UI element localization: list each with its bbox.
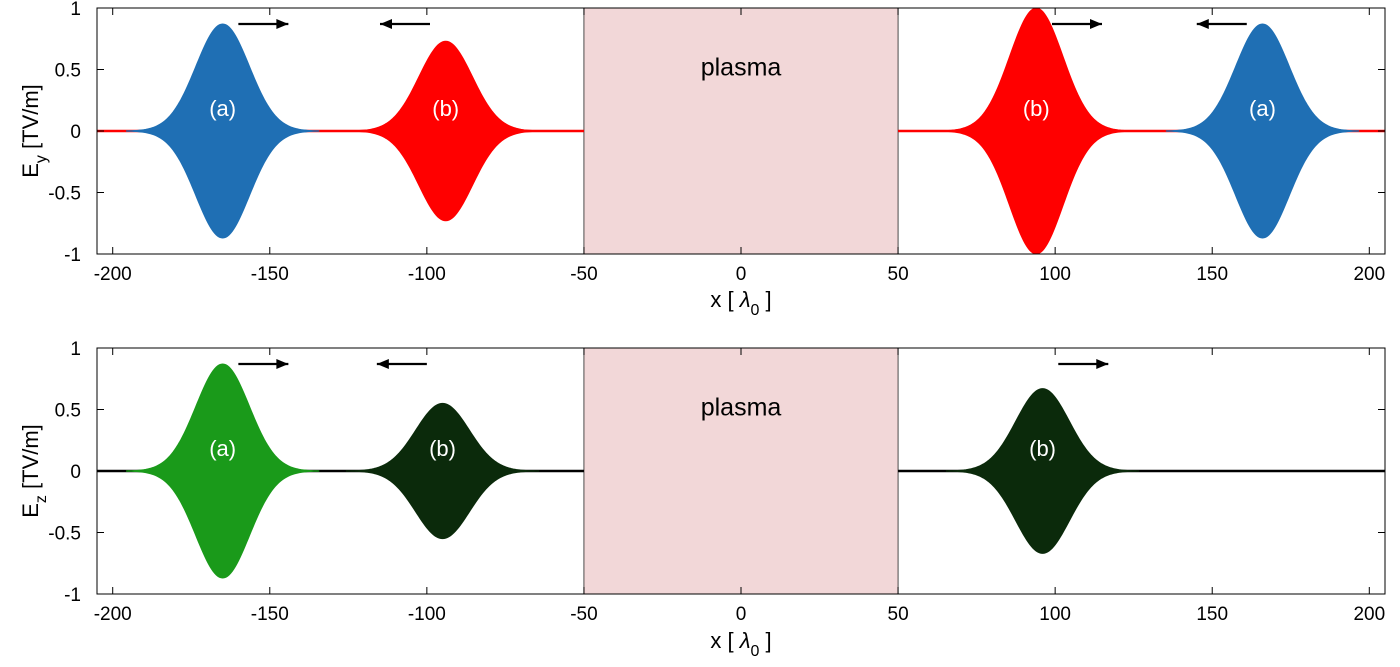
y-tick-label: -0.5: [48, 524, 81, 545]
arrow-left-icon: [1196, 19, 1209, 29]
arrow-left-icon: [376, 359, 389, 369]
x-tick-label: -200: [94, 604, 132, 625]
pulse-envelope: [345, 402, 540, 540]
arrow-right-icon: [276, 19, 289, 29]
pulse-envelope: [1165, 23, 1360, 239]
arrow-right-icon: [1090, 19, 1103, 29]
x-tick-label: 0: [736, 604, 747, 625]
x-axis-label-text: x [: [710, 628, 739, 653]
pulse-envelope: [126, 23, 320, 239]
plasma-region: [583, 347, 899, 595]
x-axis-label: x [ λ0 ]: [710, 287, 771, 319]
y-axis-label-unit: [TV/m]: [18, 424, 43, 495]
plasma-label: plasma: [701, 394, 782, 422]
pulse-label: (b): [432, 96, 459, 121]
y-axis-label-sub: y: [33, 155, 50, 163]
y-tick-label: 0.5: [55, 401, 81, 422]
plasma-label: plasma: [701, 54, 782, 82]
pulse-3: (a): [1165, 19, 1360, 239]
pulse-2: (b): [945, 359, 1140, 554]
x-axis-label-sub: 0: [751, 302, 760, 319]
x-tick-label: -100: [408, 264, 446, 285]
y-axis-label: Ez [TV/m]: [18, 424, 50, 518]
pulse-label: (b): [1029, 436, 1056, 461]
pulse-0: (a): [126, 19, 320, 239]
arrow-right-icon: [276, 359, 289, 369]
pulse-envelope: [945, 388, 1140, 554]
y-axis-label-main: E: [18, 503, 43, 518]
y-axis-label-main: E: [18, 163, 43, 178]
pulse-0: (a): [126, 359, 320, 579]
x-tick-label: -50: [570, 604, 597, 625]
x-tick-label: 200: [1353, 264, 1385, 285]
panel-ez: plasma(a) (b) (b)-200 -150 -100 -50 0 50 100 150 2…: [18, 339, 1386, 660]
y-tick-label: 0.5: [55, 61, 81, 82]
plasma-region: [583, 7, 899, 255]
arrow-left-icon: [379, 19, 392, 29]
pulse-envelope: [349, 40, 543, 222]
pulse-2: (b): [939, 7, 1133, 255]
pulse-label: (a): [1249, 96, 1276, 121]
y-axis-label-unit: [TV/m]: [18, 84, 43, 155]
y-tick-label: -0.5: [48, 184, 81, 205]
pulse-envelope: [126, 363, 320, 579]
x-tick-label: -50: [570, 264, 597, 285]
pulse-label: (b): [429, 436, 456, 461]
x-axis-label-text: x [: [710, 287, 739, 312]
y-tick-label: 1: [70, 339, 81, 360]
x-axis-label-close: ]: [759, 287, 771, 312]
x-axis-label-symbol: λ: [739, 287, 751, 312]
x-tick-label: 150: [1196, 264, 1228, 285]
x-tick-label: -150: [251, 604, 289, 625]
x-tick-label: -100: [408, 604, 446, 625]
y-axis-label-sub: z: [33, 495, 50, 503]
pulse-1: (b): [349, 19, 543, 222]
x-tick-label: 50: [888, 264, 909, 285]
y-tick-label: -1: [64, 245, 81, 266]
pulse-label: (a): [209, 436, 236, 461]
y-tick-label: 1: [70, 0, 81, 20]
x-tick-label: 200: [1353, 604, 1385, 625]
x-tick-label: 150: [1196, 604, 1228, 625]
y-tick-label: 0: [70, 122, 81, 143]
x-tick-label: -150: [251, 264, 289, 285]
y-tick-label: -1: [64, 585, 81, 606]
x-tick-label: 50: [888, 604, 909, 625]
x-axis-label: x [ λ0 ]: [710, 628, 771, 660]
pulse-envelope: [939, 7, 1133, 255]
y-tick-label: 0: [70, 462, 81, 483]
x-tick-label: -200: [94, 264, 132, 285]
pulse-label: (b): [1023, 96, 1050, 121]
x-axis-label-symbol: λ: [739, 628, 751, 653]
panel-ey: plasma(a) (b) (b) (a)-200 -150 -100 -50 0 50 100 1…: [18, 0, 1386, 319]
x-axis-label-close: ]: [759, 628, 771, 653]
x-tick-label: 0: [736, 264, 747, 285]
y-axis-label: Ey [TV/m]: [18, 84, 50, 178]
pulse-1: (b): [345, 359, 540, 540]
x-tick-label: 100: [1039, 604, 1071, 625]
x-tick-label: 100: [1039, 264, 1071, 285]
pulse-label: (a): [209, 96, 236, 121]
x-axis-label-sub: 0: [751, 643, 760, 660]
arrow-right-icon: [1096, 359, 1109, 369]
